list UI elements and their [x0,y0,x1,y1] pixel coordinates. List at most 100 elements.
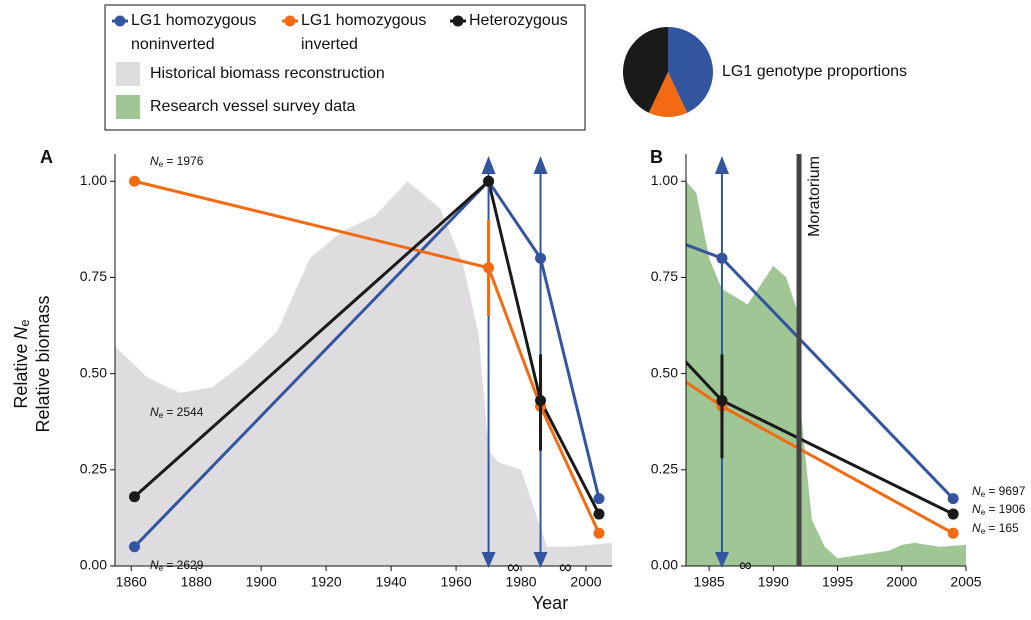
pie-title: LG1 genotype proportions [722,63,907,80]
legend-label: Research vessel survey data [150,98,356,115]
point [947,508,959,520]
point [947,493,959,505]
x-tick-label: 1920 [311,574,342,590]
ne-symbol: N [972,502,981,516]
point [716,252,728,264]
ci-arrow-up [481,156,496,174]
area [686,181,966,566]
y-tick-label: 0.25 [651,461,678,477]
ne-annotation: Ne = 1906 [972,502,1026,517]
point [593,508,605,520]
ne-subscript: e [981,489,986,499]
ne-value: = 1906 [988,502,1025,516]
ne-value: = 1976 [166,154,203,168]
infinity-label: ∞ [507,557,520,577]
point [128,175,140,187]
point [593,493,605,505]
y-title-subscript: e [17,319,32,326]
pie-slice [648,72,688,117]
legend-line-2: inverted [301,36,358,53]
point [483,175,495,187]
y-axis-title-2: Relative biomass [33,295,53,432]
ne-value: = 2544 [166,405,203,419]
ne-symbol: N [150,558,159,572]
ne-subscript: e [159,563,164,573]
legend-marker [284,15,296,27]
pie-slice [623,27,668,113]
x-tick-label: 1990 [758,574,789,590]
y-tick-label: 1.00 [80,172,107,188]
y-title-prefix: Relative [11,344,31,409]
x-tick-label: 2000 [886,574,917,590]
panel-label: A [40,147,53,167]
area [115,181,612,566]
legend-swatch [116,95,140,119]
legend-line-2: noninverted [131,36,215,53]
ne-annotation: Ne = 165 [972,521,1019,536]
legend-line-1: LG1 homozygous [301,12,426,29]
plot-area [686,181,966,566]
legend-marker [452,15,464,27]
x-tick-label: 1880 [181,574,212,590]
ne-symbol: N [150,154,159,168]
ci-arrow-up [533,156,548,174]
y-tick-label: 0.75 [651,268,678,284]
ci-arrow-up [714,156,729,174]
ci-arrow-down [714,552,729,568]
ne-symbol: N [972,484,981,498]
ci-arrow-down [481,552,496,568]
ne-annotation: Ne = 9697 [972,484,1026,499]
ne-subscript: e [159,410,164,420]
point [535,395,547,407]
y-tick-label: 0.50 [80,364,107,380]
y-tick-label: 1.00 [651,172,678,188]
panel-label: B [650,147,663,167]
point [535,252,547,264]
legend-label: LG1 homozygous noninverted [131,12,256,53]
x-tick-label: 1985 [694,574,725,590]
x-tick-label: 1960 [441,574,472,590]
y-tick-label: 0.50 [651,364,678,380]
ne-symbol: N [150,405,159,419]
x-tick-label: 1995 [822,574,853,590]
x-tick-label: 2000 [570,574,601,590]
x-tick-label: 1980 [505,574,536,590]
y-tick-label: 0.00 [80,557,107,573]
series-line [133,178,601,548]
y-tick-label: 0.00 [651,557,678,573]
legend-marker [114,15,126,27]
legend-label: LG1 homozygous inverted [301,12,426,53]
ne-value: = 9697 [988,484,1025,498]
legend-box [104,4,586,131]
ne-annotation: Ne = 2629 [150,558,204,573]
ne-value: = 165 [988,521,1019,535]
y-title-symbol: N [11,326,31,340]
vline-label: Moratorium [806,156,823,237]
y-tick-label: 0.25 [80,461,107,477]
ne-annotation: Ne = 2544 [150,405,204,420]
point [128,541,140,553]
point [716,395,728,407]
ne-value: = 2629 [166,558,203,572]
y-axis-title: Relative Ne [11,319,33,408]
infinity-label: ∞ [739,555,752,575]
series-line [133,178,601,515]
pie-slice [668,27,714,113]
point [593,527,605,539]
point [128,491,140,503]
ne-subscript: e [981,507,986,517]
point [483,262,495,274]
ne-subscript: e [981,526,986,536]
legend-label: Heterozygous [469,12,568,29]
x-tick-label: 2005 [950,574,981,590]
x-axis-title: Year [532,593,568,613]
ci-arrow-down [533,552,548,568]
x-tick-label: 1860 [116,574,147,590]
ne-symbol: N [972,521,981,535]
series-line [134,179,601,534]
legend-label: Historical biomass reconstruction [150,65,385,82]
infinity-label: ∞ [559,557,572,577]
y-tick-label: 0.75 [80,268,107,284]
legend-swatch [116,62,140,86]
